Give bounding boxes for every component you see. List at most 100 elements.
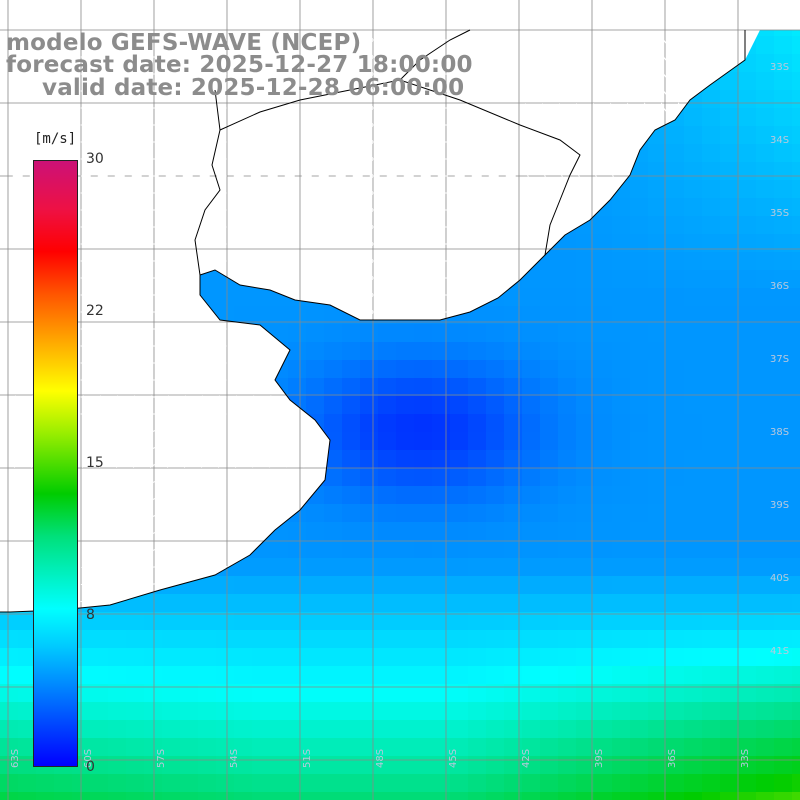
wind-speed-cell xyxy=(252,684,271,703)
wind-arrow xyxy=(97,327,108,331)
wind-arrow xyxy=(13,529,23,537)
wind-speed-cell xyxy=(216,666,235,685)
wind-arrow xyxy=(284,140,295,144)
wind-arrow xyxy=(131,378,142,382)
wind-arrow xyxy=(80,89,91,93)
wind-arrow xyxy=(352,140,363,144)
wind-arrow xyxy=(199,344,210,348)
wind-speed-cell xyxy=(738,486,757,505)
wind-arrow xyxy=(711,34,719,46)
wind-arrow xyxy=(335,208,346,212)
wind-arrow xyxy=(166,478,176,486)
wind-speed-cell xyxy=(270,540,289,559)
wind-arrow xyxy=(12,72,23,76)
wind-speed-cell xyxy=(468,324,487,343)
wind-arrow xyxy=(166,427,176,435)
wind-arrow xyxy=(284,208,295,212)
wind-speed-cell xyxy=(540,666,559,685)
wind-arrow xyxy=(488,72,499,76)
wind-arrow xyxy=(454,208,465,212)
wind-arrow xyxy=(182,208,193,212)
wind-arrow xyxy=(610,51,616,62)
wind-arrow xyxy=(267,89,278,93)
wind-speed-cell xyxy=(108,774,127,793)
wind-speed-cell xyxy=(648,558,667,577)
wind-arrow xyxy=(711,68,719,80)
wind-speed-cell xyxy=(666,162,685,181)
wind-speed-cell xyxy=(450,594,469,613)
wind-speed-cell xyxy=(558,486,577,505)
wind-speed-cell xyxy=(504,666,523,685)
wind-speed-cell xyxy=(306,558,325,577)
wind-speed-cell xyxy=(594,594,613,613)
wind-speed-cell xyxy=(666,324,685,343)
wind-arrow xyxy=(114,106,125,110)
wind-arrow xyxy=(267,55,278,59)
wind-speed-cell xyxy=(774,378,793,397)
wind-arrow xyxy=(149,478,159,486)
wind-speed-cell xyxy=(360,342,379,361)
wind-arrow xyxy=(454,293,465,297)
wind-speed-cell xyxy=(666,288,685,307)
wind-arrow xyxy=(97,191,108,195)
wind-speed-cell xyxy=(0,774,19,793)
wind-speed-cell xyxy=(504,504,523,523)
wind-arrow xyxy=(369,242,380,246)
wind-speed-cell xyxy=(486,684,505,703)
wind-speed-cell xyxy=(684,342,703,361)
wind-speed-cell xyxy=(396,378,415,397)
wind-speed-cell xyxy=(414,792,433,800)
wind-arrow xyxy=(63,55,74,59)
wind-arrow xyxy=(268,495,278,502)
wind-speed-cell xyxy=(738,450,757,469)
wind-speed-cell xyxy=(432,522,451,541)
wind-speed-cell xyxy=(378,504,397,523)
wind-arrow xyxy=(97,106,108,110)
wind-arrow xyxy=(115,478,125,486)
wind-speed-cell xyxy=(180,630,199,649)
wind-arrow xyxy=(29,89,40,93)
wind-speed-cell xyxy=(720,630,739,649)
wind-speed-cell xyxy=(468,702,487,721)
wind-arrow xyxy=(217,546,227,554)
lat-label: 41S xyxy=(770,646,789,657)
wind-arrow xyxy=(12,344,23,348)
wind-arrow xyxy=(114,174,125,178)
lon-label: 33S xyxy=(740,749,751,768)
wind-arrow xyxy=(576,153,582,164)
wind-speed-cell xyxy=(792,342,800,361)
wind-speed-cell xyxy=(432,612,451,631)
wind-speed-cell xyxy=(738,702,757,721)
wind-speed-cell xyxy=(648,702,667,721)
wind-arrow xyxy=(233,89,244,93)
wind-speed-cell xyxy=(666,576,685,595)
wind-arrow xyxy=(593,102,599,113)
wind-speed-cell xyxy=(558,540,577,559)
wind-speed-cell xyxy=(126,648,145,667)
wind-arrow xyxy=(303,479,312,485)
wind-arrow xyxy=(46,123,57,127)
wind-speed-cell xyxy=(648,666,667,685)
wind-arrow xyxy=(182,395,193,399)
wind-speed-cell xyxy=(612,396,631,415)
wind-speed-cell xyxy=(324,612,343,631)
wind-speed-cell xyxy=(180,666,199,685)
wind-speed-cell xyxy=(432,702,451,721)
wind-speed-cell xyxy=(486,432,505,451)
wind-speed-cell xyxy=(0,720,19,739)
wind-speed-cell xyxy=(468,450,487,469)
wind-speed-cell xyxy=(774,576,793,595)
wind-arrow xyxy=(182,123,193,127)
wind-arrow xyxy=(386,310,397,314)
wind-speed-cell xyxy=(684,360,703,379)
wind-speed-cell xyxy=(558,756,577,775)
wind-speed-cell xyxy=(576,666,595,685)
wind-speed-cell xyxy=(720,720,739,739)
wind-speed-cell xyxy=(216,702,235,721)
wind-speed-cell xyxy=(558,630,577,649)
wind-speed-cell xyxy=(144,648,163,667)
wind-speed-cell xyxy=(450,540,469,559)
lat-label: 35S xyxy=(770,208,789,219)
wind-speed-cell xyxy=(756,486,775,505)
wind-speed-cell xyxy=(504,792,523,800)
